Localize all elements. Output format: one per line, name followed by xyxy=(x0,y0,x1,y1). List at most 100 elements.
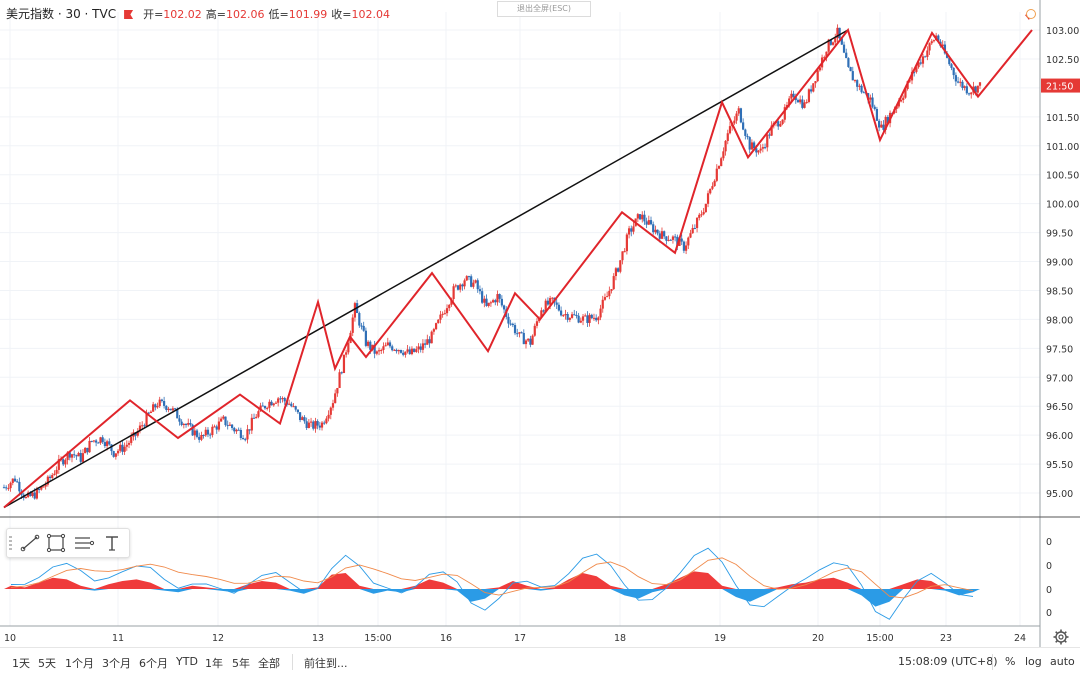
candle-body xyxy=(586,315,589,323)
candle-body xyxy=(860,85,863,93)
candle-body xyxy=(529,338,532,345)
candle-body xyxy=(380,349,383,351)
candle-body xyxy=(621,251,624,261)
percent-toggle[interactable]: % xyxy=(1005,655,1016,668)
candle-body xyxy=(632,226,635,232)
candle-body xyxy=(882,124,885,130)
candle-body xyxy=(31,492,34,496)
candle-body xyxy=(799,99,802,103)
range-6m[interactable]: 6个月 xyxy=(139,657,168,670)
zigzag-line xyxy=(3,27,1033,509)
candle-body xyxy=(415,349,418,352)
candle-body xyxy=(62,459,65,465)
candle-body xyxy=(189,422,192,425)
candle-body xyxy=(904,89,907,98)
candle-body xyxy=(943,44,947,54)
chart-header: 美元指数 · 30 · TVC 开=102.02 高=102.06 低=101.99 收… xyxy=(6,5,390,22)
open-value: 102.02 xyxy=(163,8,202,21)
candle-body xyxy=(682,241,686,251)
candle-body xyxy=(691,227,694,234)
candle-body xyxy=(500,298,503,306)
candle-body xyxy=(744,129,747,136)
candle-body xyxy=(314,421,317,429)
candle-body xyxy=(421,343,425,350)
candle-body xyxy=(149,411,153,414)
x-tick-label: 20 xyxy=(812,633,824,644)
candle-body xyxy=(134,432,137,436)
grid-lines xyxy=(0,12,1040,626)
candle-body xyxy=(305,421,308,429)
candle-body xyxy=(406,349,409,352)
drag-handle[interactable] xyxy=(9,536,12,550)
candle-body xyxy=(277,398,280,403)
range-ytd[interactable]: YTD xyxy=(176,655,198,668)
clock[interactable]: 15:08:09 (UTC+8) xyxy=(898,655,998,668)
candle-body xyxy=(739,108,743,123)
candle-body xyxy=(928,43,931,51)
candle-body xyxy=(823,57,826,59)
exit-fullscreen-button[interactable]: 退出全屏(ESC) xyxy=(497,1,591,17)
macd-tick-label: 0 xyxy=(1046,585,1052,596)
divider xyxy=(992,654,993,670)
candle-body xyxy=(445,308,449,314)
candle-body xyxy=(158,399,161,407)
candle-body xyxy=(770,125,773,136)
axes: 103.00102.50102.00101.50101.00100.50100.… xyxy=(0,0,1080,647)
y-tick-label: 95.00 xyxy=(1046,489,1073,500)
y-tick-label: 102.50 xyxy=(1046,55,1079,66)
candle-body xyxy=(167,408,170,410)
rectangle-icon[interactable] xyxy=(45,533,67,553)
candle-body xyxy=(807,89,811,102)
candle-body xyxy=(211,426,214,435)
candle-body xyxy=(509,323,512,325)
candle-body xyxy=(345,352,348,355)
symbol-title[interactable]: 美元指数 · 30 · TVC xyxy=(6,7,117,21)
range-5y[interactable]: 5年 xyxy=(232,657,250,670)
range-1d[interactable]: 1天 xyxy=(12,657,30,670)
log-toggle[interactable]: log xyxy=(1025,655,1042,668)
candle-body xyxy=(638,214,642,220)
settings-gear-icon[interactable] xyxy=(1052,628,1070,646)
candle-body xyxy=(364,330,367,346)
candle-body xyxy=(244,439,247,441)
auto-toggle[interactable]: auto xyxy=(1050,655,1075,668)
range-1m[interactable]: 1个月 xyxy=(65,657,94,670)
candle-body xyxy=(382,346,385,350)
macd-histogram-negative xyxy=(4,589,980,607)
candle-body xyxy=(590,314,593,319)
candle-body xyxy=(921,56,925,64)
range-5d[interactable]: 5天 xyxy=(38,657,56,670)
macd-tick-label: 0 xyxy=(1046,608,1052,619)
candle-body xyxy=(24,496,28,498)
candle-body xyxy=(562,315,565,317)
candle-body xyxy=(408,349,411,355)
goto-date-button[interactable]: 前往到... xyxy=(304,657,348,670)
candle-body xyxy=(695,217,699,228)
parallel-lines-icon[interactable] xyxy=(73,533,95,553)
candle-body xyxy=(796,100,800,103)
range-3m[interactable]: 3个月 xyxy=(102,657,131,670)
candle-body xyxy=(130,436,133,443)
chart-canvas[interactable]: 103.00102.50102.00101.50101.00100.50100.… xyxy=(0,0,1080,647)
candle-body xyxy=(213,426,216,428)
drawing-toolbar xyxy=(6,528,130,558)
low-label: 低= xyxy=(268,8,289,21)
candle-body xyxy=(680,238,683,242)
y-tick-label: 98.00 xyxy=(1046,315,1073,326)
candle-body xyxy=(64,460,67,465)
candle-body xyxy=(884,116,887,130)
x-tick-label: 11 xyxy=(112,633,124,644)
candle-body xyxy=(704,203,707,213)
candle-body xyxy=(237,429,240,431)
range-1y[interactable]: 1年 xyxy=(205,657,223,670)
candle-body xyxy=(5,487,8,489)
candle-body xyxy=(307,422,310,429)
range-all[interactable]: 全部 xyxy=(258,657,280,670)
candle-body xyxy=(687,237,690,246)
candle-body xyxy=(456,285,460,290)
x-tick-label: 15:00 xyxy=(866,633,893,644)
text-tool-icon[interactable] xyxy=(101,533,123,553)
candle-body xyxy=(33,492,36,499)
candle-body xyxy=(801,99,804,108)
trend-line-icon[interactable] xyxy=(19,533,41,553)
